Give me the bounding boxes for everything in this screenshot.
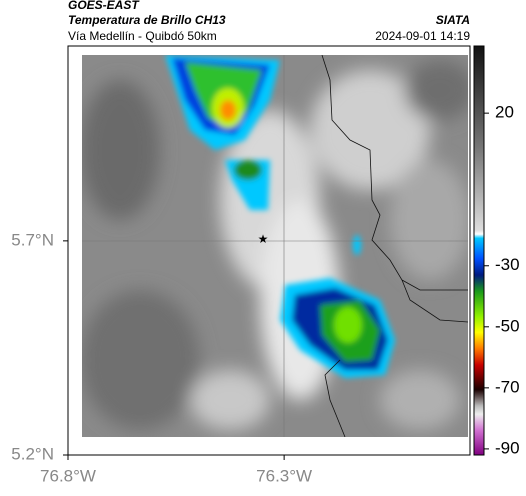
svg-text:★: ★ — [258, 232, 269, 246]
colorbar-tick-label: -70 — [495, 377, 520, 396]
colorbar-tick-label: -30 — [495, 255, 520, 274]
product: Temperatura de Brillo CH13 — [68, 13, 226, 27]
datetime: 2024-09-01 14:19 — [375, 29, 470, 43]
y-tick-label: 5.2°N — [11, 444, 54, 463]
y-tick-label: 5.7°N — [11, 230, 54, 249]
region: Vía Medellín - Quibdó 50km — [68, 29, 217, 43]
colorbar-tick-label: -90 — [495, 438, 520, 457]
satellite: GOES-EAST — [68, 0, 140, 12]
colorbar-tick-label: 20 — [495, 103, 514, 122]
source: SIATA — [436, 13, 470, 27]
colorbar-tick-label: -50 — [495, 316, 520, 335]
satellite-image: ★ — [82, 55, 468, 437]
x-tick-label: 76.8°W — [40, 466, 96, 485]
x-tick-label: 76.3°W — [256, 466, 312, 485]
map-frame — [67, 45, 471, 456]
colorbar — [473, 45, 485, 456]
